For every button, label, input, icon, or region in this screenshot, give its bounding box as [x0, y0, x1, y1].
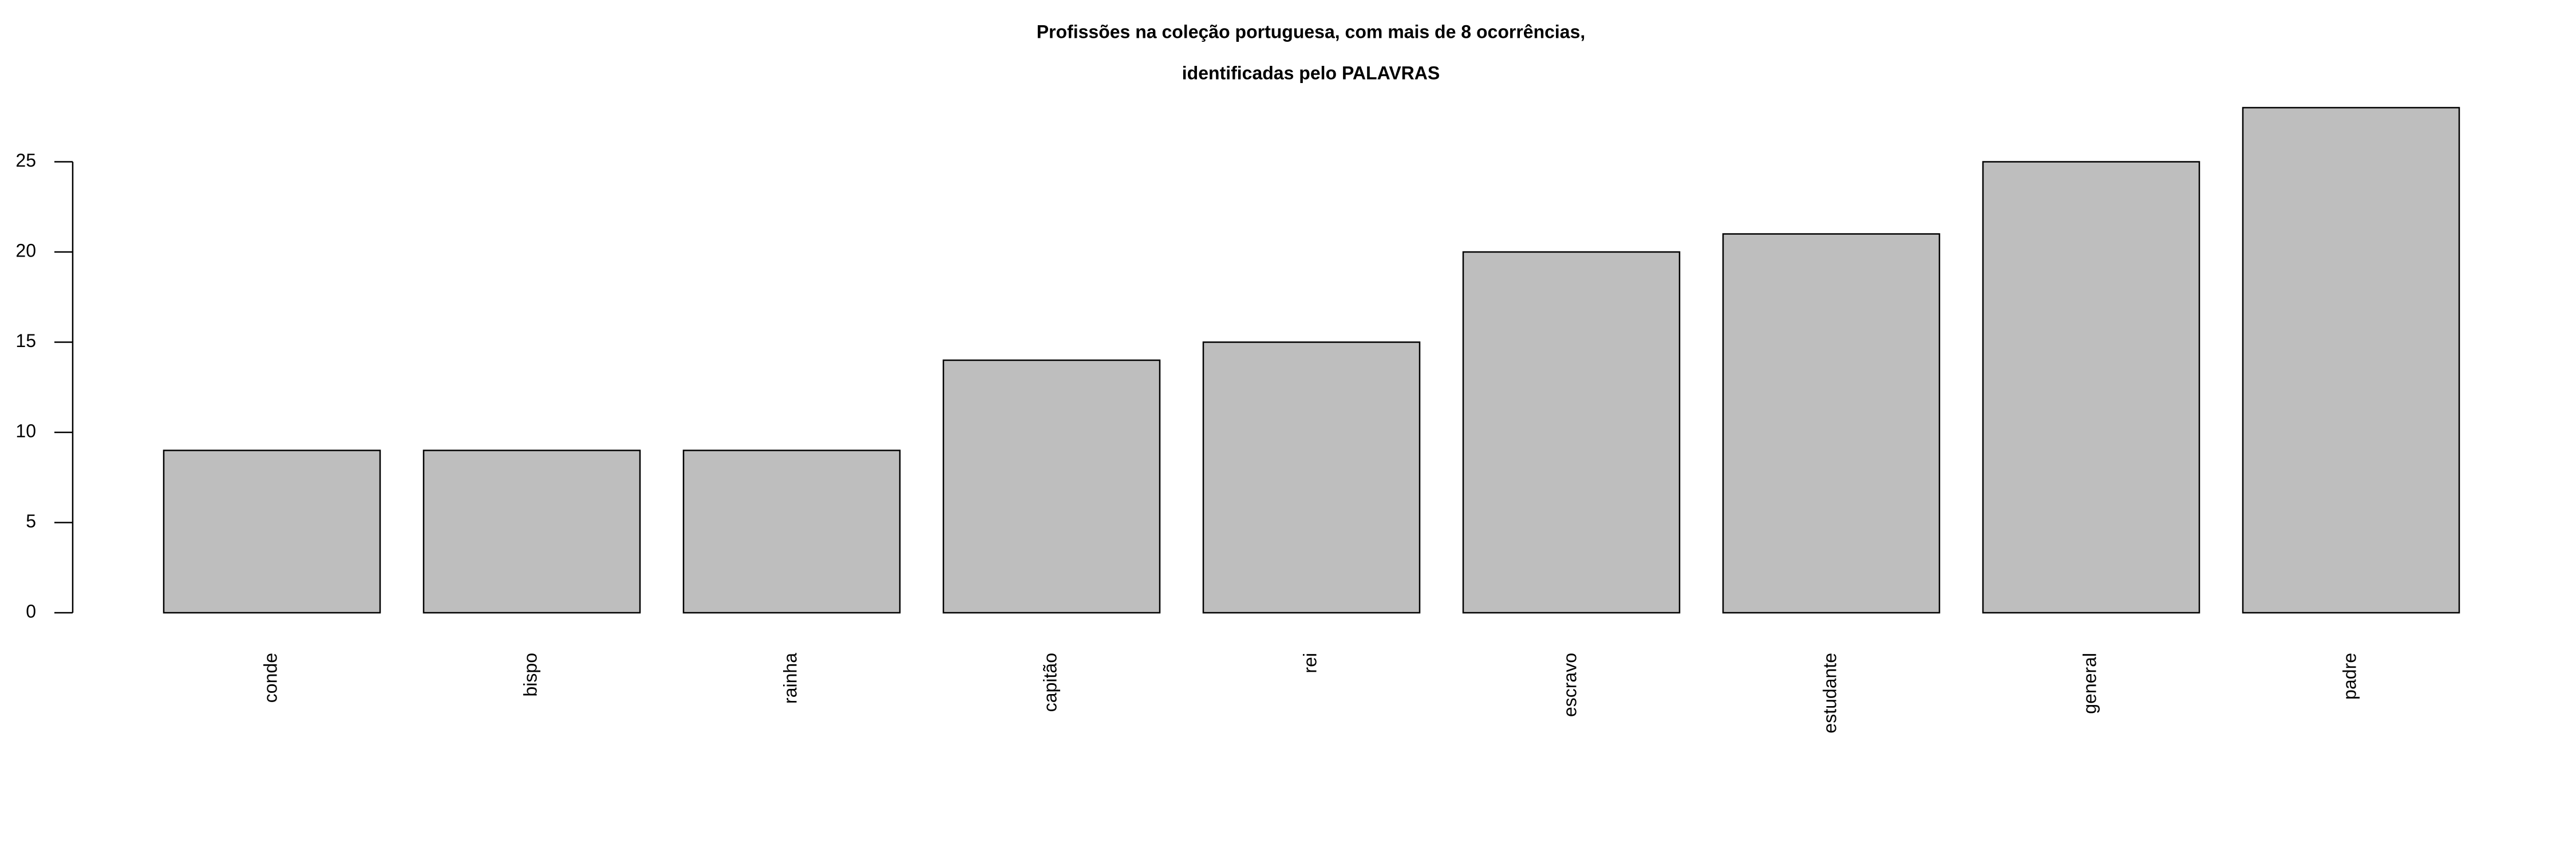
bar — [682, 450, 901, 614]
y-tick-label: 5 — [26, 511, 36, 531]
x-tick-label: padre — [2339, 653, 2360, 700]
x-tick-label: capitão — [1040, 653, 1060, 712]
x-tick-label: bispo — [520, 653, 540, 697]
bar — [1982, 161, 2200, 614]
bar — [942, 359, 1161, 614]
y-tick-label: 15 — [15, 330, 36, 351]
chart-title: Profissões na coleção portuguesa, com ma… — [1037, 21, 1586, 42]
bar — [1722, 233, 1941, 614]
bar — [1462, 251, 1681, 614]
y-tick-label: 0 — [26, 601, 36, 621]
x-tick-label: escravo — [1559, 653, 1580, 717]
y-tick-label: 10 — [15, 420, 36, 441]
chart-title: identificadas pelo PALAVRAS — [1182, 62, 1440, 83]
x-tick-label: rei — [1299, 653, 1320, 673]
bar — [2242, 107, 2460, 614]
bar — [1202, 341, 1421, 614]
y-tick-label: 25 — [15, 150, 36, 171]
x-tick-label: conde — [260, 653, 280, 703]
x-tick-label: general — [2079, 653, 2100, 714]
bar — [422, 450, 641, 614]
x-tick-label: rainha — [780, 653, 800, 704]
y-tick-label: 20 — [15, 240, 36, 261]
bar — [163, 450, 381, 614]
x-tick-label: estudante — [1819, 653, 1840, 734]
